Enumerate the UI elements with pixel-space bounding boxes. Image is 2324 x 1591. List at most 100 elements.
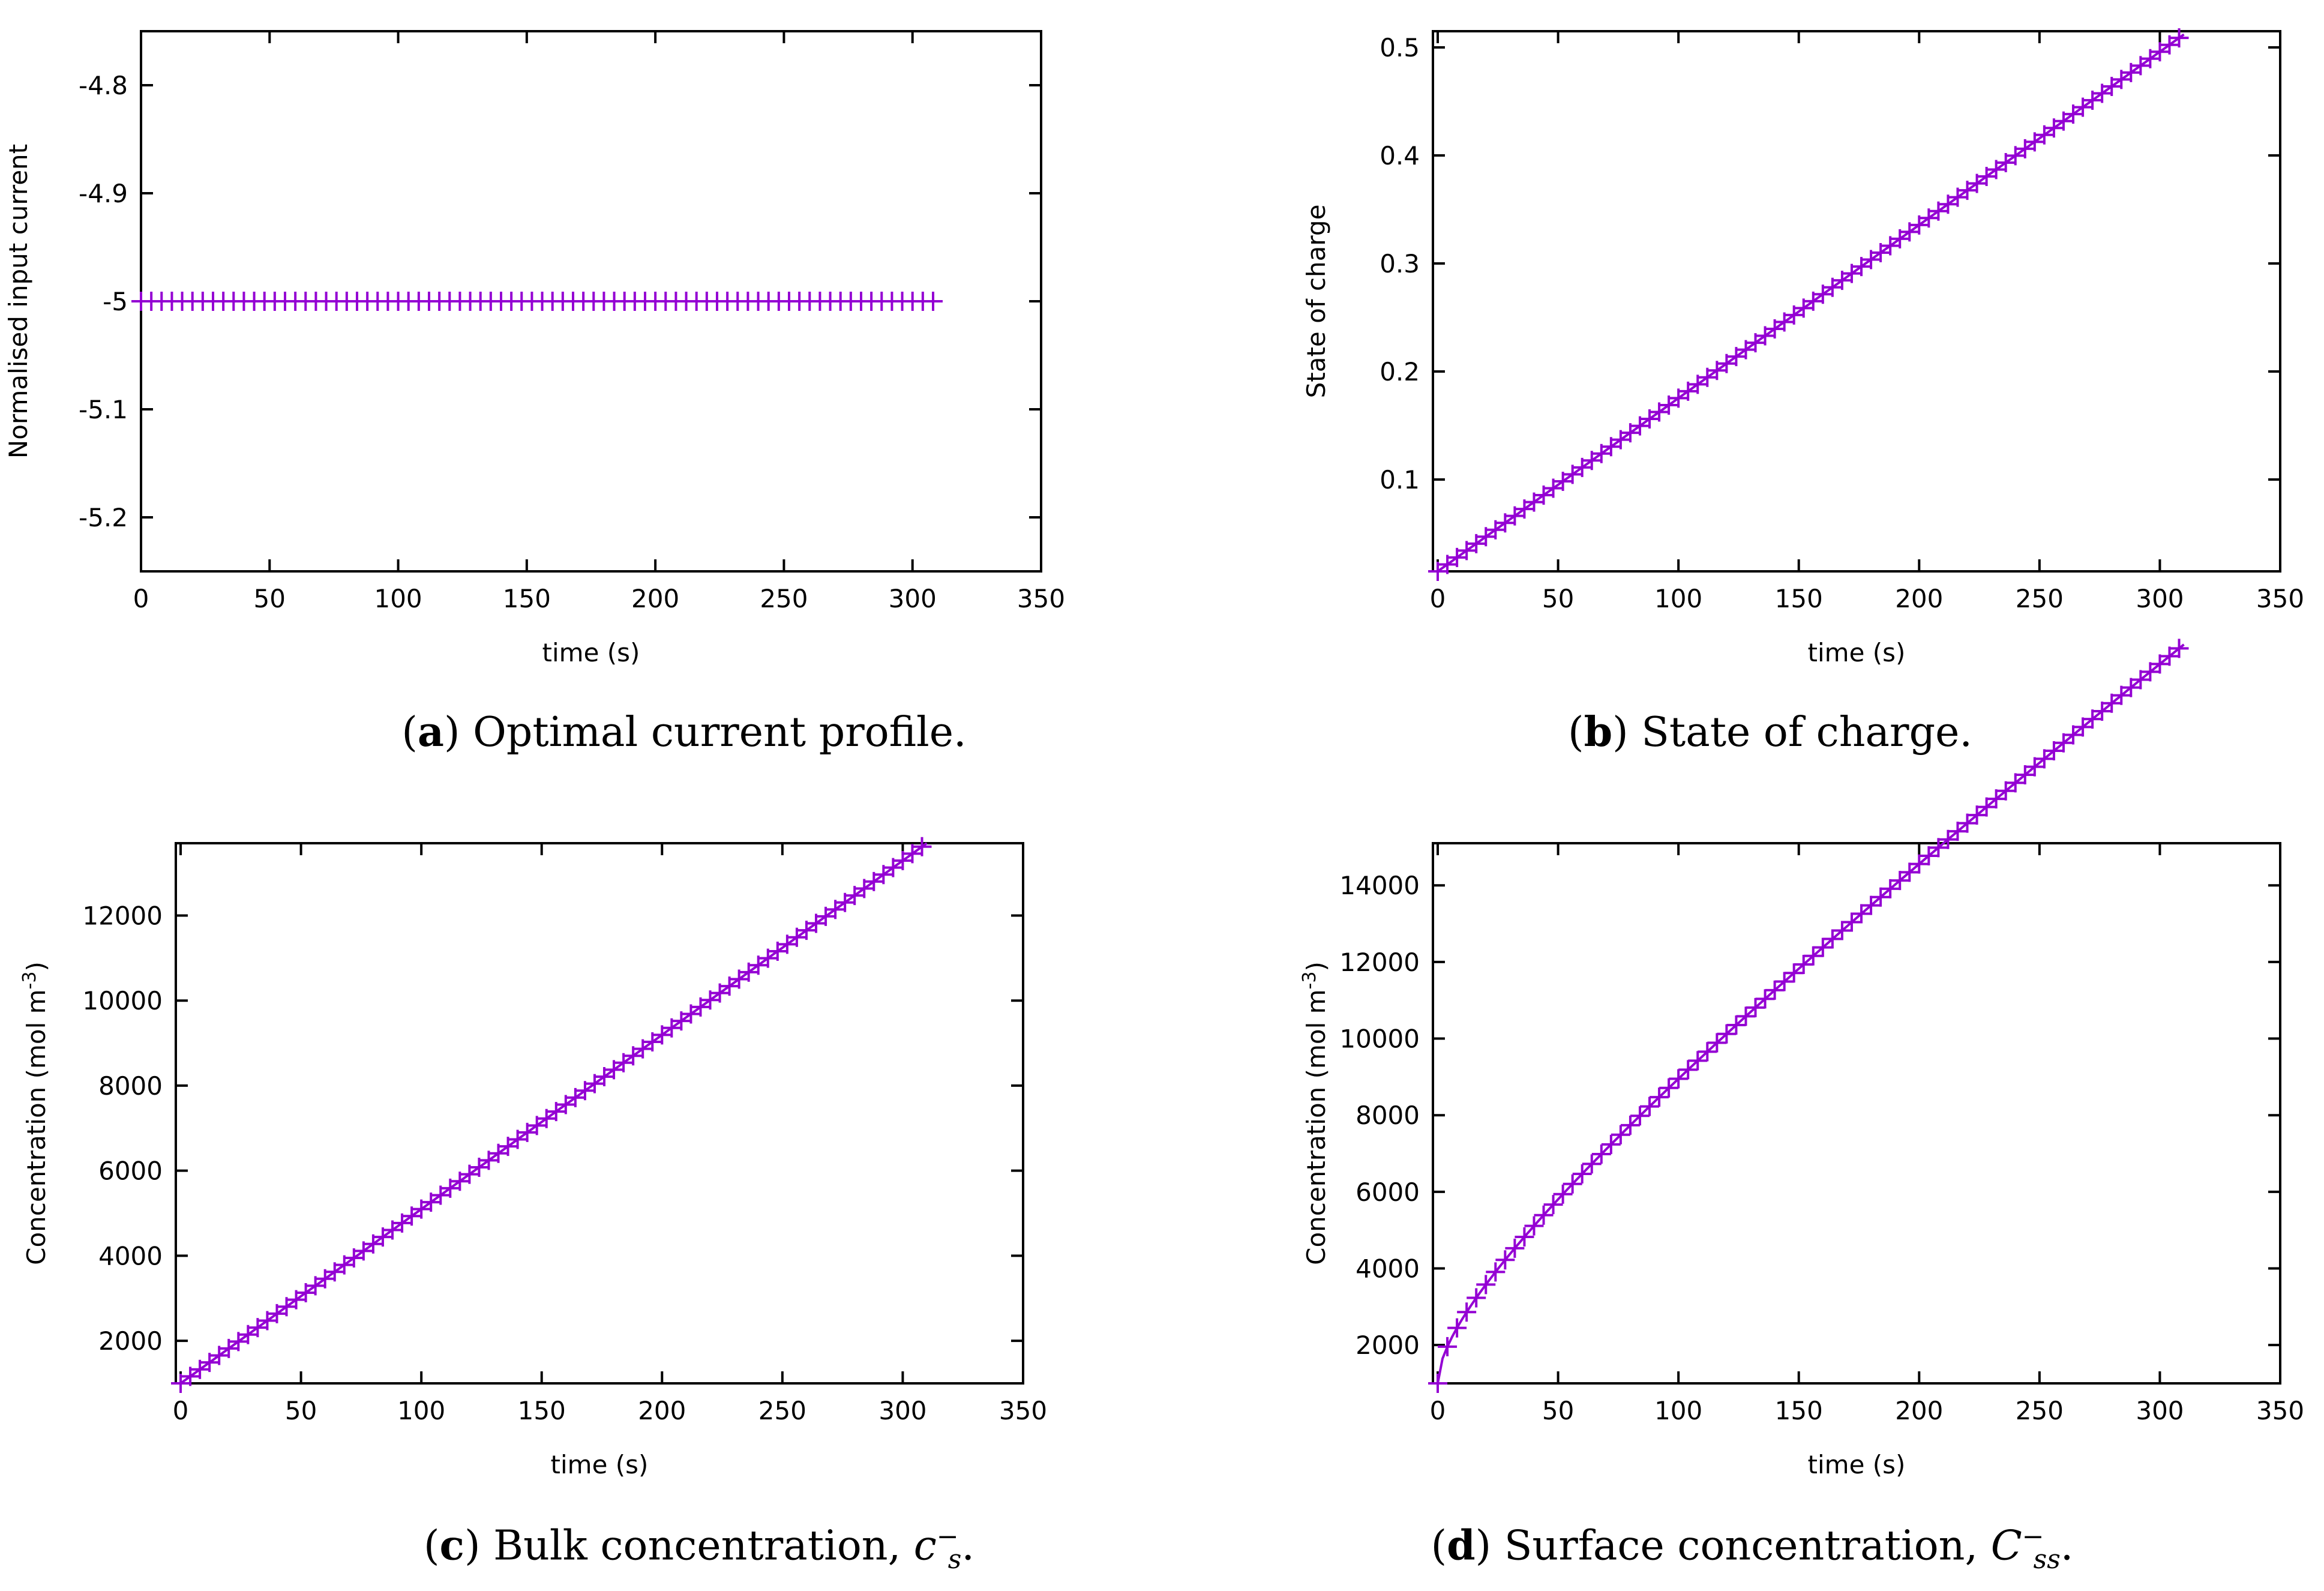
data-point-marker <box>1726 347 1746 367</box>
data-point-marker <box>1640 409 1660 429</box>
data-point-marker <box>2169 639 2189 658</box>
data-point-marker <box>325 1262 344 1282</box>
data-point-marker <box>556 1095 575 1114</box>
data-point-marker <box>2150 42 2170 62</box>
data-point-marker <box>1678 381 1698 401</box>
data-point-marker <box>517 1122 537 1142</box>
y-axis-label: Concentration (mol m-3) <box>1299 961 1331 1265</box>
x-axis-label: time (s) <box>551 1450 649 1479</box>
x-tick-label: 200 <box>1895 1396 1943 1425</box>
data-point-marker <box>787 927 806 947</box>
x-tick-label: 250 <box>2016 584 2064 613</box>
caption-a: (a) Optimal current profile. <box>401 708 967 756</box>
data-point-marker <box>2073 97 2093 117</box>
data-point-marker <box>2083 709 2103 729</box>
x-tick-label: 100 <box>397 1396 445 1425</box>
x-tick-label: 200 <box>1895 584 1943 613</box>
y-tick-label: 0.3 <box>1380 249 1420 278</box>
data-point-marker <box>565 1087 585 1107</box>
data-point-marker <box>1861 250 1881 269</box>
data-point-marker <box>2064 104 2083 124</box>
series-surface <box>1428 639 2189 1393</box>
data-point-marker <box>1620 423 1640 443</box>
data-point-marker <box>1736 340 1756 359</box>
x-tick-label: 50 <box>1542 584 1574 613</box>
data-point-marker <box>488 1143 508 1163</box>
data-point-marker <box>431 1185 451 1205</box>
data-point-marker <box>2053 111 2073 131</box>
data-point-marker <box>1582 1154 1602 1174</box>
y-tick-label: 6000 <box>1356 1177 1420 1207</box>
data-point-marker <box>806 913 826 933</box>
data-point-marker <box>796 921 816 940</box>
data-point-marker <box>2005 146 2025 166</box>
data-point-marker <box>1890 871 1910 891</box>
data-point-marker <box>883 858 903 877</box>
data-point-marker <box>1832 921 1852 940</box>
data-point-marker <box>1909 215 1929 235</box>
data-point-marker <box>816 906 836 926</box>
data-point-marker <box>286 1290 306 1310</box>
data-point-marker <box>662 1018 682 1038</box>
data-point-marker <box>1698 367 1717 387</box>
data-point-marker <box>2034 749 2054 769</box>
data-point-marker <box>402 1206 422 1226</box>
data-point-marker <box>2044 741 2064 761</box>
data-point-marker <box>1438 555 1458 574</box>
data-point-marker <box>181 1367 200 1386</box>
data-point-marker <box>2015 139 2035 158</box>
data-point-marker <box>1476 527 1496 547</box>
data-point-marker <box>691 997 710 1017</box>
data-point-marker <box>2160 35 2179 55</box>
data-point-marker <box>1929 201 1948 221</box>
data-point-marker <box>643 1032 662 1051</box>
data-point-marker <box>1871 243 1891 263</box>
data-point-marker <box>2025 132 2044 152</box>
data-point-marker <box>2160 646 2179 666</box>
data-point-marker <box>1881 236 1900 256</box>
plot-frame <box>175 842 1024 1385</box>
data-point-marker <box>383 1220 403 1240</box>
data-point-marker <box>1784 963 1804 983</box>
data-point-marker <box>1486 1262 1506 1282</box>
data-point-marker <box>719 976 739 996</box>
x-tick-label: 50 <box>1542 1396 1574 1425</box>
data-point-marker <box>1543 478 1563 498</box>
y-tick-label: 8000 <box>1356 1101 1420 1130</box>
x-tick-label: 350 <box>2256 1396 2304 1425</box>
data-point-marker <box>1553 1184 1573 1204</box>
data-point-marker <box>614 1053 634 1072</box>
data-point-marker <box>710 983 730 1003</box>
data-point-marker <box>1871 887 1891 907</box>
data-point-marker <box>171 1374 191 1393</box>
data-point-marker <box>1986 789 2006 809</box>
data-point-marker <box>1688 1051 1708 1071</box>
data-point-marker <box>874 865 893 885</box>
data-point-marker <box>2102 693 2122 713</box>
data-point-marker <box>1688 374 1708 394</box>
x-tick-label: 0 <box>1430 584 1446 613</box>
data-point-marker <box>1967 805 1987 825</box>
data-point-marker <box>412 1199 431 1219</box>
data-point-marker <box>1765 319 1785 338</box>
y-tick-label: 12000 <box>82 901 163 930</box>
data-point-marker <box>219 1338 239 1358</box>
data-point-marker <box>421 1192 441 1212</box>
data-point-marker <box>767 942 787 961</box>
data-point-marker <box>440 1178 460 1198</box>
data-point-marker <box>315 1269 335 1289</box>
data-point-marker <box>1881 879 1900 898</box>
series-current <box>131 292 943 311</box>
data-point-marker <box>2150 654 2170 674</box>
data-point-marker <box>1746 333 1765 353</box>
x-axis-label: time (s) <box>1808 638 1906 667</box>
data-point-marker <box>1938 194 1958 214</box>
data-point-marker <box>1572 1164 1592 1183</box>
data-point-marker <box>1765 980 1785 1000</box>
data-point-marker <box>1919 208 1939 228</box>
data-point-marker <box>248 1318 268 1338</box>
data-point-marker <box>2169 28 2189 48</box>
data-point-marker <box>1630 416 1650 436</box>
x-tick-label: 150 <box>503 584 551 613</box>
